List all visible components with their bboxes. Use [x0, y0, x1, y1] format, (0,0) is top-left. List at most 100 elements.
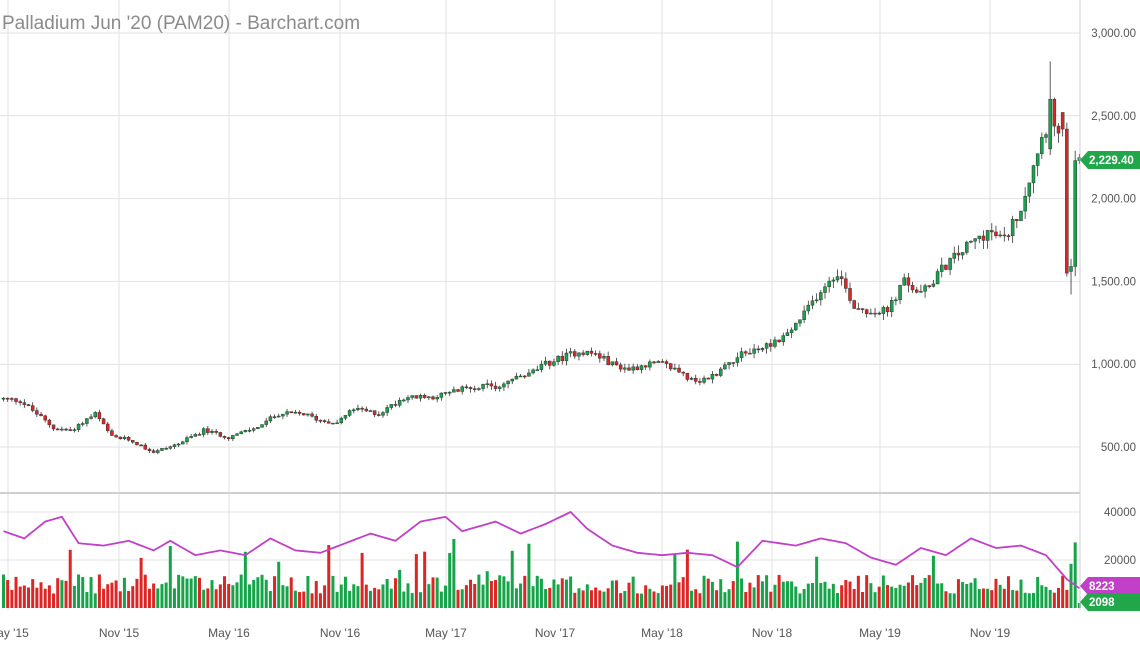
candle-body	[310, 413, 314, 417]
candle-body	[139, 444, 143, 447]
volume-bar	[273, 576, 277, 608]
volume-bar	[227, 584, 231, 608]
candle-body	[372, 410, 377, 415]
candle-body	[143, 444, 148, 450]
candle-body	[176, 443, 181, 446]
candle-body	[506, 380, 510, 385]
volume-bar	[510, 550, 514, 608]
volume-tick-label: 20000	[1104, 555, 1136, 567]
volume-bar	[185, 578, 189, 608]
candle-body	[969, 240, 973, 243]
x-tick-label: Nov '16	[320, 626, 361, 640]
candle-body	[906, 277, 911, 286]
candle-body	[973, 238, 977, 242]
volume-bar	[398, 569, 402, 608]
volume-bar	[406, 583, 410, 608]
candle-body	[293, 411, 298, 414]
candle-body	[151, 450, 156, 453]
volume-bar	[1052, 592, 1056, 608]
candle-body	[493, 385, 498, 389]
candle-body	[460, 386, 464, 392]
volume-bar	[56, 578, 60, 608]
x-tick-label: Nov '15	[99, 626, 140, 640]
price-axis-labels: 500.00 1,000.00 1,500.00 2,000.00 2,500.00 3,…	[1091, 28, 1136, 454]
candle-body	[260, 424, 264, 428]
volume-bar	[806, 583, 810, 608]
volume-bar	[569, 576, 573, 608]
candle-body	[585, 350, 590, 355]
candle-body	[810, 300, 815, 306]
candle-body	[948, 258, 952, 270]
candle-body	[168, 446, 173, 449]
volume-bar	[310, 593, 314, 608]
candle-body	[327, 421, 331, 424]
volume-bar	[969, 582, 973, 608]
candle-body	[785, 332, 790, 336]
volume-badge-shape	[1080, 593, 1140, 611]
candle-body	[723, 364, 727, 370]
volume-bar	[439, 591, 443, 608]
volume-bar	[594, 587, 598, 608]
candle-body	[902, 277, 906, 286]
candle-body	[656, 361, 660, 363]
volume-bar	[660, 585, 664, 608]
volume-bar	[965, 584, 969, 608]
candle-body	[14, 398, 18, 402]
volume-bar	[773, 584, 777, 608]
volume-bar	[1040, 585, 1044, 608]
volume-bar	[752, 587, 756, 608]
volume-bar	[323, 585, 327, 608]
volume-bar	[335, 591, 339, 608]
volume-bar	[861, 591, 865, 608]
candle-body	[965, 241, 969, 253]
volume-bar	[573, 592, 577, 608]
volume-bar	[243, 551, 247, 608]
candle-body	[93, 412, 97, 418]
candle-body	[410, 395, 414, 398]
candle-body	[156, 450, 160, 453]
volume-bar	[519, 583, 523, 608]
candle-body	[39, 413, 43, 417]
volume-bar	[289, 577, 293, 608]
candle-body	[389, 404, 394, 408]
candle-body	[831, 279, 836, 282]
volume-bar	[952, 593, 956, 608]
volume-bar	[760, 581, 764, 608]
candle-body	[581, 352, 585, 355]
volume-bar	[68, 549, 72, 608]
volume-bar	[831, 583, 835, 608]
volume-bar	[64, 580, 68, 608]
volume-bar	[485, 571, 489, 608]
candle-body	[368, 410, 373, 412]
volume-bar	[97, 574, 101, 608]
candle-body	[431, 396, 435, 400]
volume-bar	[218, 584, 222, 608]
candle-body	[523, 375, 527, 378]
candle-body	[314, 416, 318, 421]
candle-body	[693, 378, 698, 382]
candle-body	[122, 436, 127, 440]
volume-bar	[448, 552, 452, 608]
volume-bar	[777, 574, 781, 608]
candle-body	[752, 348, 756, 354]
volume-bar	[552, 579, 556, 608]
volume-bar	[836, 593, 839, 608]
candle-body	[43, 415, 47, 421]
volume-bar	[635, 593, 639, 608]
volume-bar	[235, 582, 239, 608]
candle-body	[773, 339, 777, 347]
volume-bar	[694, 589, 698, 608]
candle-body	[164, 448, 168, 450]
x-tick-label: May '19	[859, 626, 901, 640]
candle-body	[30, 405, 35, 411]
volume-bar	[327, 545, 331, 608]
x-tick-label: May '17	[425, 626, 467, 640]
volume-bars	[2, 538, 1081, 608]
candle-body	[418, 395, 423, 399]
candle-body	[1019, 210, 1023, 221]
candle-body	[806, 304, 811, 312]
volume-bar	[477, 574, 481, 608]
volume-bar	[427, 584, 431, 608]
candle-body	[931, 283, 936, 287]
